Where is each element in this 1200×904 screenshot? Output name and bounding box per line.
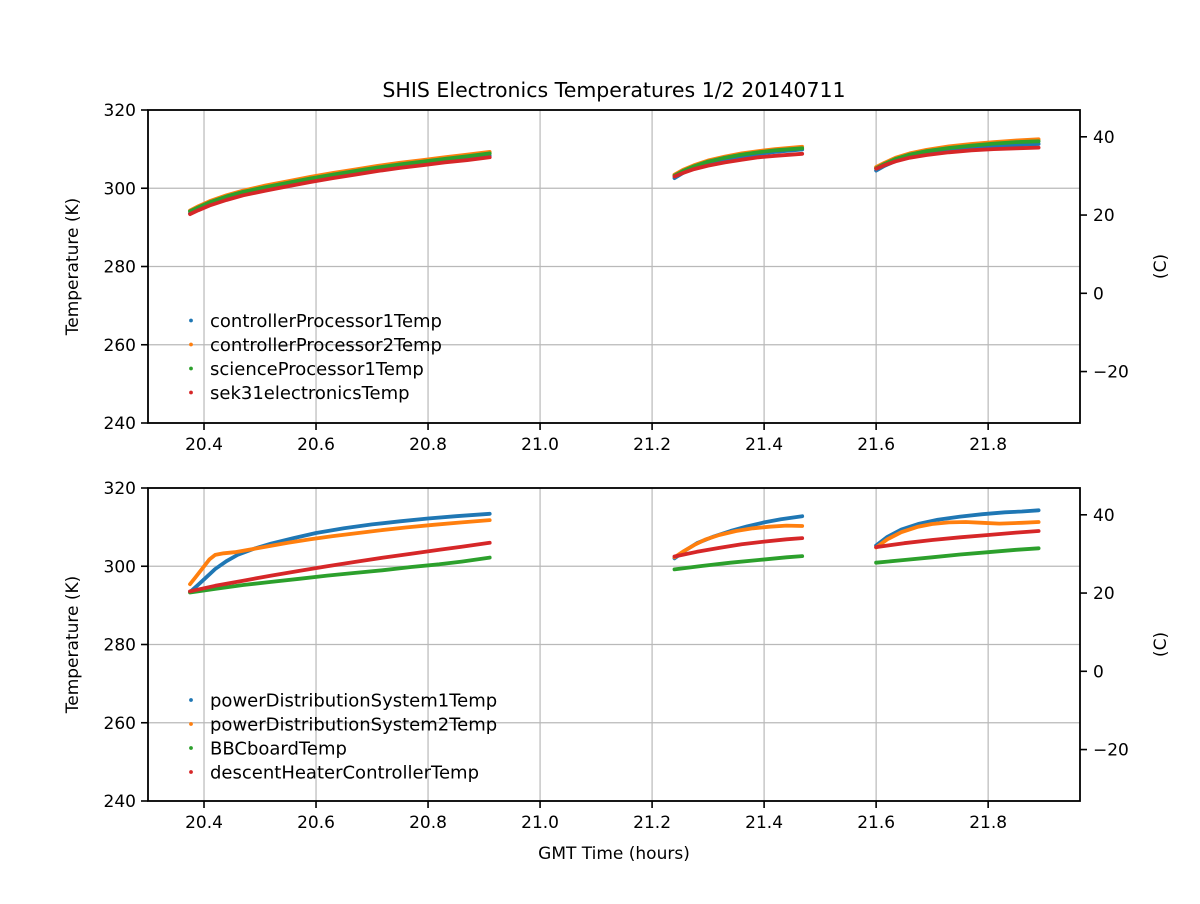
- series-line-controllerProcessor1Temp: [188, 153, 492, 216]
- top-subplot: 20.4 20.6 20.8 21.0 21.2 21.4 21.6 21.8 240 260 28…: [104, 101, 1129, 455]
- x-tick-label: 21.0: [521, 435, 559, 455]
- series-line-BBCboardTemp: [874, 546, 1041, 565]
- legend-marker-powerDistributionSystem2Temp: [189, 722, 193, 726]
- legend-label-powerDistributionSystem1Temp: powerDistributionSystem1Temp: [210, 691, 497, 712]
- celsius-tick-label: −20: [1093, 741, 1129, 761]
- bottom-subplot: 20.4 20.6 20.8 21.0 21.2 21.4 21.6 21.8 240 260 28…: [104, 479, 1129, 833]
- series-line-powerDistributionSystem2Temp: [874, 520, 1041, 550]
- series-line-BBCboardTemp: [188, 555, 492, 595]
- x-tick-label: 21.2: [633, 813, 671, 833]
- celsius-tick-label: 20: [1093, 206, 1115, 226]
- y-tick-label: 240: [104, 414, 136, 434]
- legend-label-BBCboardTemp: BBCboardTemp: [210, 739, 347, 760]
- legend-marker-controllerProcessor1Temp: [189, 318, 193, 323]
- legend-marker-powerDistributionSystem1Temp: [189, 698, 193, 702]
- celsius-tick-label: 0: [1093, 662, 1104, 682]
- x-tick-label: 21.6: [857, 813, 895, 833]
- series-line-descentHeaterControllerTemp: [188, 540, 492, 594]
- x-tick-label: 20.6: [297, 435, 335, 455]
- legend-label-sek31electronicsTemp: sek31electronicsTemp: [210, 383, 410, 404]
- x-tick-label: 21.4: [745, 435, 783, 455]
- x-tick-label: 21.4: [745, 813, 783, 833]
- y-tick-label: 260: [104, 336, 136, 356]
- y-tick-label: 320: [104, 101, 136, 121]
- series-line-descentHeaterControllerTemp: [874, 529, 1041, 549]
- plot-title: SHIS Electronics Temperatures 1/2 201407…: [382, 78, 845, 102]
- y-tick-label: 260: [104, 714, 136, 734]
- y-tick-label: 240: [104, 792, 136, 812]
- series-line-scienceProcessor1Temp: [188, 151, 492, 214]
- legend-label-descentHeaterControllerTemp: descentHeaterControllerTemp: [210, 763, 479, 784]
- series-line-powerDistributionSystem1Temp: [188, 511, 492, 594]
- right-axis-label-top: (C): [1151, 254, 1171, 279]
- series-line-scienceProcessor1Temp: [672, 146, 805, 178]
- legend-label-controllerProcessor1Temp: controllerProcessor1Temp: [210, 311, 442, 332]
- x-tick-label: 20.4: [185, 435, 223, 455]
- y-tick-label: 300: [104, 557, 136, 577]
- legend-label-powerDistributionSystem2Temp: powerDistributionSystem2Temp: [210, 715, 497, 736]
- x-tick-label: 21.0: [521, 813, 559, 833]
- series-line-powerDistributionSystem2Temp: [672, 523, 805, 560]
- y-axis-label-top: Temperature (K): [63, 198, 83, 337]
- legend-marker-sek31electronicsTemp: [189, 390, 193, 395]
- celsius-tick-label: 0: [1093, 284, 1104, 304]
- series-line-sek31electronicsTemp: [672, 151, 805, 179]
- x-axis-label: GMT Time (hours): [538, 844, 690, 864]
- x-tick-label: 21.8: [969, 435, 1007, 455]
- celsius-tick-label: 40: [1093, 128, 1115, 148]
- y-tick-label: 280: [104, 636, 136, 656]
- legend-marker-scienceProcessor1Temp: [189, 366, 193, 371]
- series-line-descentHeaterControllerTemp: [672, 536, 805, 559]
- celsius-tick-label: 20: [1093, 584, 1115, 604]
- series-line-BBCboardTemp: [672, 554, 805, 572]
- y-tick-label: 320: [104, 479, 136, 499]
- legend-marker-controllerProcessor2Temp: [189, 342, 193, 347]
- y-tick-label: 300: [104, 179, 136, 199]
- y-axis-label-bottom: Temperature (K): [63, 576, 83, 715]
- legend-label-controllerProcessor2Temp: controllerProcessor2Temp: [210, 335, 442, 356]
- series-line-powerDistributionSystem1Temp: [874, 508, 1041, 548]
- series-line-sek31electronicsTemp: [188, 155, 492, 217]
- x-tick-label: 20.8: [409, 813, 447, 833]
- legend-marker-descentHeaterControllerTemp: [189, 770, 193, 774]
- x-tick-label: 21.8: [969, 813, 1007, 833]
- x-tick-label: 21.6: [857, 435, 895, 455]
- y-tick-label: 280: [104, 258, 136, 278]
- legend-marker-BBCboardTemp: [189, 746, 193, 750]
- right-axis-label-bottom: (C): [1151, 632, 1171, 657]
- series-line-powerDistributionSystem2Temp: [188, 518, 492, 587]
- x-tick-label: 20.4: [185, 813, 223, 833]
- x-tick-label: 20.6: [297, 813, 335, 833]
- x-tick-label: 20.8: [409, 435, 447, 455]
- celsius-tick-label: 40: [1093, 506, 1115, 526]
- series-line-sek31electronicsTemp: [874, 145, 1041, 171]
- x-tick-label: 21.2: [633, 435, 671, 455]
- celsius-tick-label: −20: [1093, 363, 1129, 383]
- legend-label-scienceProcessor1Temp: scienceProcessor1Temp: [210, 359, 424, 380]
